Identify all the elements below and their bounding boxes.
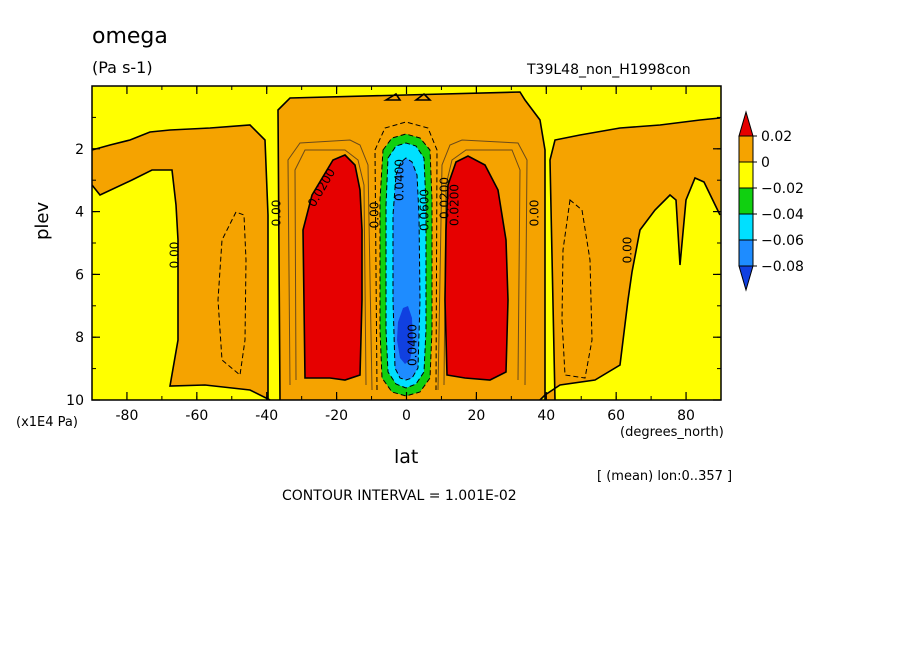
contour-label: 0.0200 [448,184,462,226]
contour-label: 0.00 [621,237,635,264]
chart-title: omega [92,24,168,49]
contour-negative-south-midlat [217,211,247,376]
contour-zero-north-inner [549,117,721,401]
dark-blue-core [397,306,413,364]
x-tick-label: 20 [467,408,485,424]
colorbar-swatch [738,187,754,215]
colorbar-swatch [738,239,754,267]
contour-positive-north-2 [443,149,521,386]
y-tick-label: 10 [66,393,84,409]
red-region-north [445,156,508,380]
contour-label: 0.0400 [393,159,407,201]
contour-label: 0.00 [270,200,284,227]
contour-fields [92,86,721,400]
contour-zero-south-outer [91,169,271,401]
contour-interval: CONTOUR INTERVAL = 1.001E-02 [282,488,517,504]
contour-positive-south-1 [287,139,373,391]
colorbar-label: −0.02 [761,181,804,197]
contour-label: 0.0600 [418,189,432,231]
x-tick-label: 0 [402,408,411,424]
contour-label: 0.00 [368,202,382,229]
y-axis-ticks: 2 4 6 8 10 [66,116,721,409]
colorbar-label: −0.06 [761,233,804,249]
colorbar-bottom-triangle [738,265,754,292]
colorbar-label: −0.04 [761,207,804,223]
x-axis-ticks: -80 -60 -40 -20 0 20 40 60 80 [91,86,722,424]
experiment-label: T39L48_non_H1998con [527,62,691,78]
x-tick-label: -60 [185,408,208,424]
contour-cyan-edge [385,142,427,389]
x-tick-label: 60 [607,408,625,424]
colorbar-swatch [738,135,754,163]
contour-label: 0.0400 [406,324,420,366]
contour-positive-south-2 [294,149,367,386]
contour-blue-edge [392,157,421,381]
contour-label: 0.00 [528,200,542,227]
contour-red-north [444,155,509,381]
x-tick-label: -40 [255,408,278,424]
colorbar-label: 0 [761,155,770,171]
contour-negative-outer [374,121,438,391]
red-region-south [303,155,362,380]
y-tick-label: 6 [75,267,84,283]
contour-red-south [302,154,363,381]
colorbar-top-triangle [738,110,754,137]
colorbar-label: −0.08 [761,259,804,275]
colorbar-swatch [738,213,754,241]
x-axis-label: lat [394,446,419,468]
colorbar: 0.02 0 −0.02 −0.04 −0.06 −0.08 [738,110,804,292]
contour-label: 0.0200 [438,177,452,219]
x-tick-label: 40 [537,408,555,424]
y-tick-label: 8 [75,330,84,346]
contour-zero-south-inner [91,124,269,400]
contour-green-edge [379,133,433,397]
y-tick-label: 2 [75,142,84,158]
x-axis-units: (degrees_north) [620,425,724,440]
chart-units: (Pa s-1) [92,58,153,77]
x-tick-label: -20 [325,408,348,424]
contour-small-cell-2 [413,92,432,101]
contour-zero-top [277,91,546,401]
contour-positive-north-1 [437,139,528,391]
x-tick-label: 80 [677,408,695,424]
contour-label: 0.00 [168,242,182,269]
y-tick-label: 4 [75,205,84,221]
colorbar-label: 0.02 [761,129,792,145]
contour-lines [91,91,721,401]
contour-zero-north-outer [539,176,721,401]
x-tick-label: -80 [116,408,139,424]
contour-negative-north-midlat [561,199,593,379]
colorbar-swatch [738,161,754,189]
y-axis-units: (x1E4 Pa) [16,415,78,430]
contour-small-cell-1 [383,92,402,101]
subset-note: [ (mean) lon:0..357 ] [597,469,733,484]
